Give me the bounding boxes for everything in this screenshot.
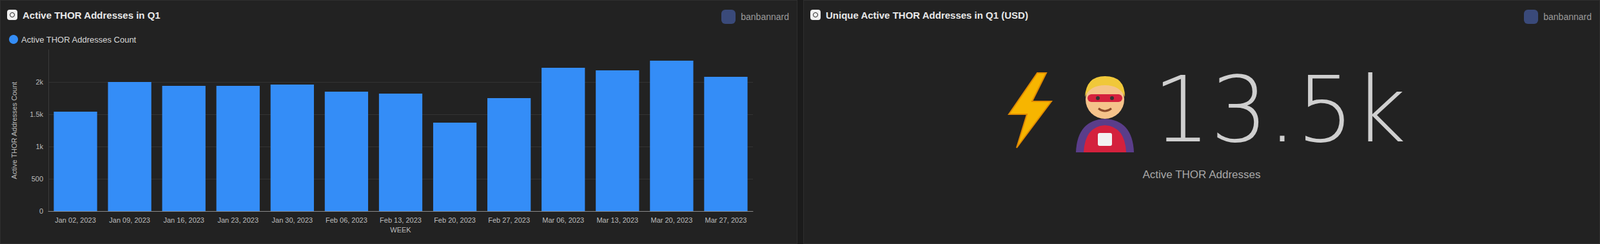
html-text:13.5k: 13.5k [1153, 57, 1407, 163]
svg-text:Jan 23, 2023: Jan 23, 2023 [217, 215, 259, 224]
svg-text:Mar 27, 2023: Mar 27, 2023 [705, 215, 748, 224]
svg-text:Jan 09, 2023: Jan 09, 2023 [108, 215, 151, 224]
svg-text:Jan 16, 2023: Jan 16, 2023 [163, 215, 205, 224]
html-text:banbannard: banbannard [1543, 11, 1592, 22]
svg-text:Jan 02, 2023: Jan 02, 2023 [54, 215, 97, 224]
svg-text:0: 0 [39, 206, 44, 215]
svg-text:2k: 2k [35, 78, 44, 86]
svg-text:WEEK: WEEK [390, 225, 412, 234]
svg-text:Jan 30, 2023: Jan 30, 2023 [272, 215, 314, 224]
svg-text:Mar 20, 2023: Mar 20, 2023 [650, 215, 693, 224]
svg-text:500: 500 [31, 174, 44, 183]
svg-text:Mar 13, 2023: Mar 13, 2023 [596, 215, 639, 224]
svg-text:1k: 1k [35, 142, 44, 151]
svg-text:Active THOR Addresses Count: Active THOR Addresses Count [21, 34, 137, 45]
svg-text:Feb 06, 2023: Feb 06, 2023 [325, 215, 368, 224]
svg-text:Feb 13, 2023: Feb 13, 2023 [379, 215, 422, 224]
html-text:Active THOR Addresses in Q1: Active THOR Addresses in Q1 [22, 9, 161, 21]
svg-text:1.5k: 1.5k [29, 110, 44, 118]
html-text:Active THOR Addresses: Active THOR Addresses [1142, 168, 1261, 181]
svg-text:Feb 27, 2023: Feb 27, 2023 [487, 215, 530, 224]
html-text:Unique Active THOR Addresses i: Unique Active THOR Addresses in Q1 (USD) [825, 9, 1029, 21]
svg-text:Mar 06, 2023: Mar 06, 2023 [542, 215, 585, 224]
svg-text:Active THOR Addresses Count: Active THOR Addresses Count [10, 81, 19, 180]
svg-text:Feb 20, 2023: Feb 20, 2023 [433, 215, 476, 224]
html-text:banbannard: banbannard [740, 11, 790, 22]
